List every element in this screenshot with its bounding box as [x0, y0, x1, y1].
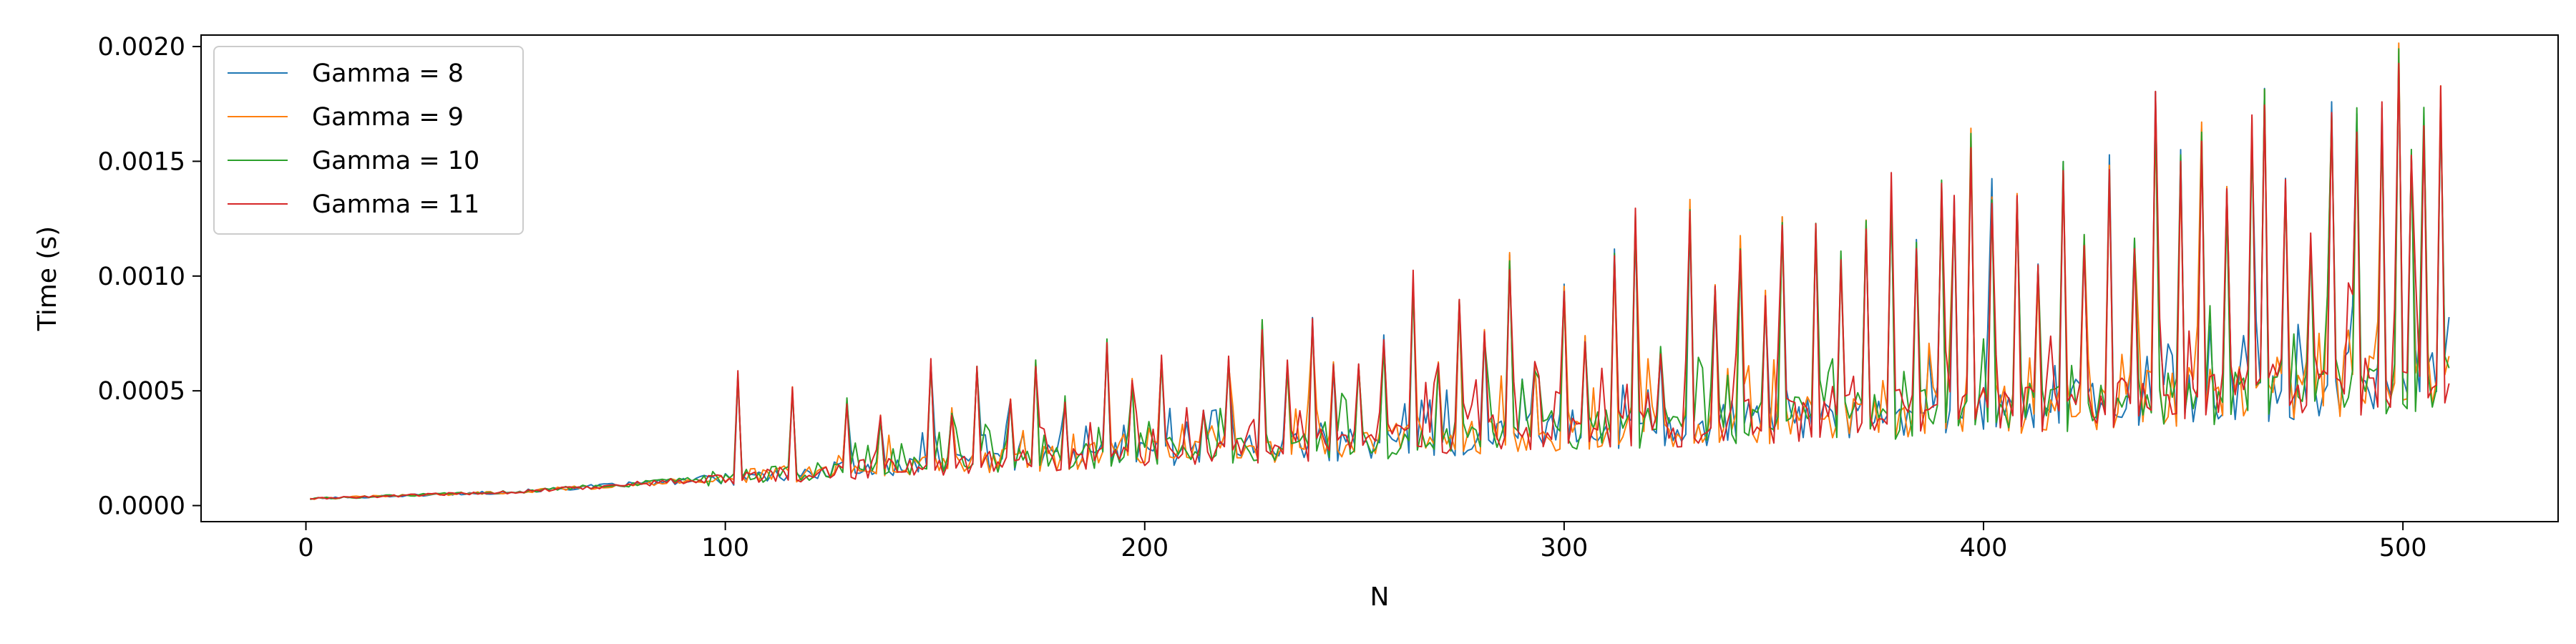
legend-label: Gamma = 11 [312, 190, 479, 219]
x-tick-label: 400 [1960, 534, 2008, 562]
y-tick-label: 0.0015 [98, 147, 185, 176]
x-tick-label: 300 [1540, 534, 1588, 562]
y-tick-label: 0.0005 [98, 377, 185, 406]
x-tick-label: 0 [298, 534, 313, 562]
plot-frame [200, 34, 2559, 522]
y-tick-label: 0.0020 [98, 33, 185, 62]
y-tick-label: 0.0010 [98, 263, 185, 291]
series-line [310, 48, 2450, 500]
x-axis-label: N [1370, 582, 1390, 612]
legend: Gamma = 8 Gamma = 9 Gamma = 10 Gamma = 11 [213, 46, 524, 235]
x-axis: 0 100 200 300 400 500 [298, 522, 2427, 562]
x-tick-label: 200 [1121, 534, 1169, 562]
y-axis-label: Time (s) [33, 226, 62, 331]
series-layer [310, 42, 2450, 500]
series-line [310, 55, 2450, 500]
legend-box [213, 46, 524, 235]
series-line [310, 62, 2450, 500]
legend-label: Gamma = 10 [312, 147, 479, 175]
legend-label: Gamma = 9 [312, 103, 464, 132]
x-tick-label: 100 [701, 534, 749, 562]
x-tick-label: 500 [2379, 534, 2427, 562]
y-tick-label: 0.0000 [98, 492, 185, 521]
legend-label: Gamma = 8 [312, 59, 464, 88]
y-axis: 0.0000 0.0005 0.0010 0.0015 0.0020 [98, 33, 201, 521]
